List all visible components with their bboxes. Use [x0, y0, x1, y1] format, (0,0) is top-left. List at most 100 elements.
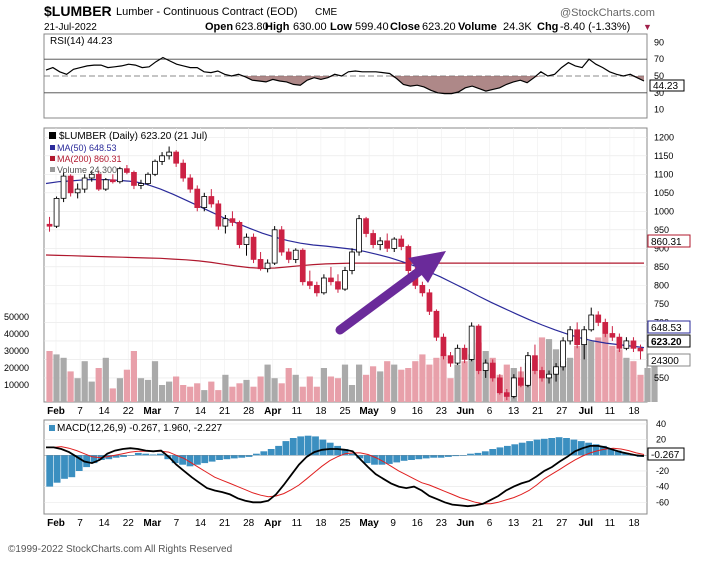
volume-value: 24.3K [503, 21, 532, 33]
rsi-tick-label: 50 [654, 71, 664, 81]
candle-body [391, 238, 398, 249]
volume-bar [173, 376, 180, 402]
price-x-label: 7 [174, 406, 180, 417]
price-x-label: 22 [123, 406, 135, 417]
macd-histogram-bar [585, 442, 592, 456]
volume-bar [363, 374, 370, 402]
rsi-legend: RSI(14) 44.23 [50, 36, 113, 47]
macd-x-label: 7 [174, 518, 180, 529]
candle-body [110, 179, 116, 183]
price-x-label: 25 [339, 406, 351, 417]
volume-bar [348, 385, 356, 402]
annotation-arrow [335, 251, 446, 335]
price-x-label: 28 [243, 406, 255, 417]
candle-body [145, 173, 151, 185]
candle-body [159, 155, 165, 162]
price-x-label: 14 [99, 406, 111, 417]
volume-bar [144, 379, 152, 402]
macd-histogram-bar [592, 444, 600, 456]
candle-body [637, 347, 644, 352]
svg-text:44.23: 44.23 [653, 81, 678, 92]
macd-histogram-bar [171, 455, 179, 464]
candle-body [131, 171, 137, 186]
volume-bar [271, 378, 278, 402]
volume-bar [454, 364, 461, 402]
candle-body [60, 175, 67, 199]
price-tick-label: 1050 [654, 188, 674, 198]
macd-histogram-bar [230, 455, 238, 459]
volume-bar [285, 368, 292, 402]
price-tick-label: 800 [654, 280, 669, 290]
candle-body [201, 196, 208, 209]
macd-histogram-bar [179, 455, 186, 465]
candle-body [152, 160, 158, 175]
macd-histogram-bar [312, 436, 319, 456]
price-x-label: 11 [292, 406, 303, 417]
candle-body [335, 281, 341, 290]
macd-histogram-bar [600, 445, 607, 456]
rsi-value-tag: 44.23 [649, 79, 685, 92]
volume-tick-label: 40000 [4, 329, 29, 339]
candle-body [215, 203, 222, 227]
volume-bar [630, 361, 637, 402]
volume-bar [116, 378, 123, 402]
candle-body [180, 162, 186, 179]
candle-body [299, 249, 306, 283]
macd-histogram-bar [415, 455, 423, 460]
macd-histogram-bar [238, 455, 246, 458]
volume-bar [637, 374, 644, 402]
price-legend-title: $LUMBER (Daily) 623.20 (21 Jul) [59, 131, 207, 142]
volume-bar [574, 345, 581, 402]
macd-x-label: 18 [315, 518, 327, 529]
copyright: ©1999-2022 StockCharts.com All Rights Re… [8, 544, 232, 555]
macd-histogram-bar [467, 453, 474, 456]
volume-bar [384, 361, 391, 402]
macd-x-label: May [359, 518, 379, 529]
volume-bar [377, 371, 384, 402]
macd-histogram-bar [90, 455, 98, 464]
price-x-label: 9 [390, 406, 396, 417]
macd-histogram-bar [570, 439, 578, 456]
macd-tick-label: -20 [656, 466, 669, 476]
macd-histogram-bar [504, 445, 511, 456]
volume-tick-label: 10000 [4, 380, 29, 390]
macd-histogram-bar [349, 453, 356, 456]
volume-bar [334, 378, 341, 402]
price-x-label: 11 [605, 406, 616, 417]
candle-body [384, 240, 391, 249]
candle-body [602, 321, 609, 334]
macd-histogram-bar [400, 455, 408, 461]
candle-body [454, 347, 461, 364]
price-tick-label: 850 [654, 262, 669, 272]
svg-text:-0.267: -0.267 [651, 450, 680, 461]
candle-body [166, 151, 172, 157]
macd-histogram-bar [459, 455, 467, 456]
macd-histogram-bar [260, 451, 268, 456]
price-tick-label: 1000 [654, 206, 674, 216]
macd-legend-swatch [49, 425, 55, 431]
candle-body [306, 281, 313, 286]
volume-bar [187, 386, 194, 402]
close-value: 623.20 [422, 21, 456, 33]
macd-histogram-bar [452, 455, 460, 457]
macd-histogram-bar [614, 450, 622, 456]
candle-body [532, 355, 538, 371]
macd-histogram-bar [223, 455, 231, 460]
macd-x-label: 14 [99, 518, 111, 529]
volume-bar [433, 357, 440, 402]
macd-histogram-bar [437, 455, 445, 458]
price-x-label: Feb [47, 406, 65, 417]
candle-body [342, 270, 348, 290]
volume-bar [447, 378, 454, 402]
candle-body [349, 251, 355, 271]
candle-body [278, 229, 285, 253]
volume-legend-swatch [50, 167, 55, 172]
candle-body [616, 336, 623, 349]
macd-histogram-bar [341, 449, 349, 456]
price-x-label: 16 [412, 406, 424, 417]
macd-x-label: 21 [219, 518, 231, 529]
volume-bar [46, 351, 53, 402]
volume-bar [341, 364, 349, 402]
volume-bar [398, 369, 405, 402]
volume-tick-label: 50000 [4, 312, 29, 322]
